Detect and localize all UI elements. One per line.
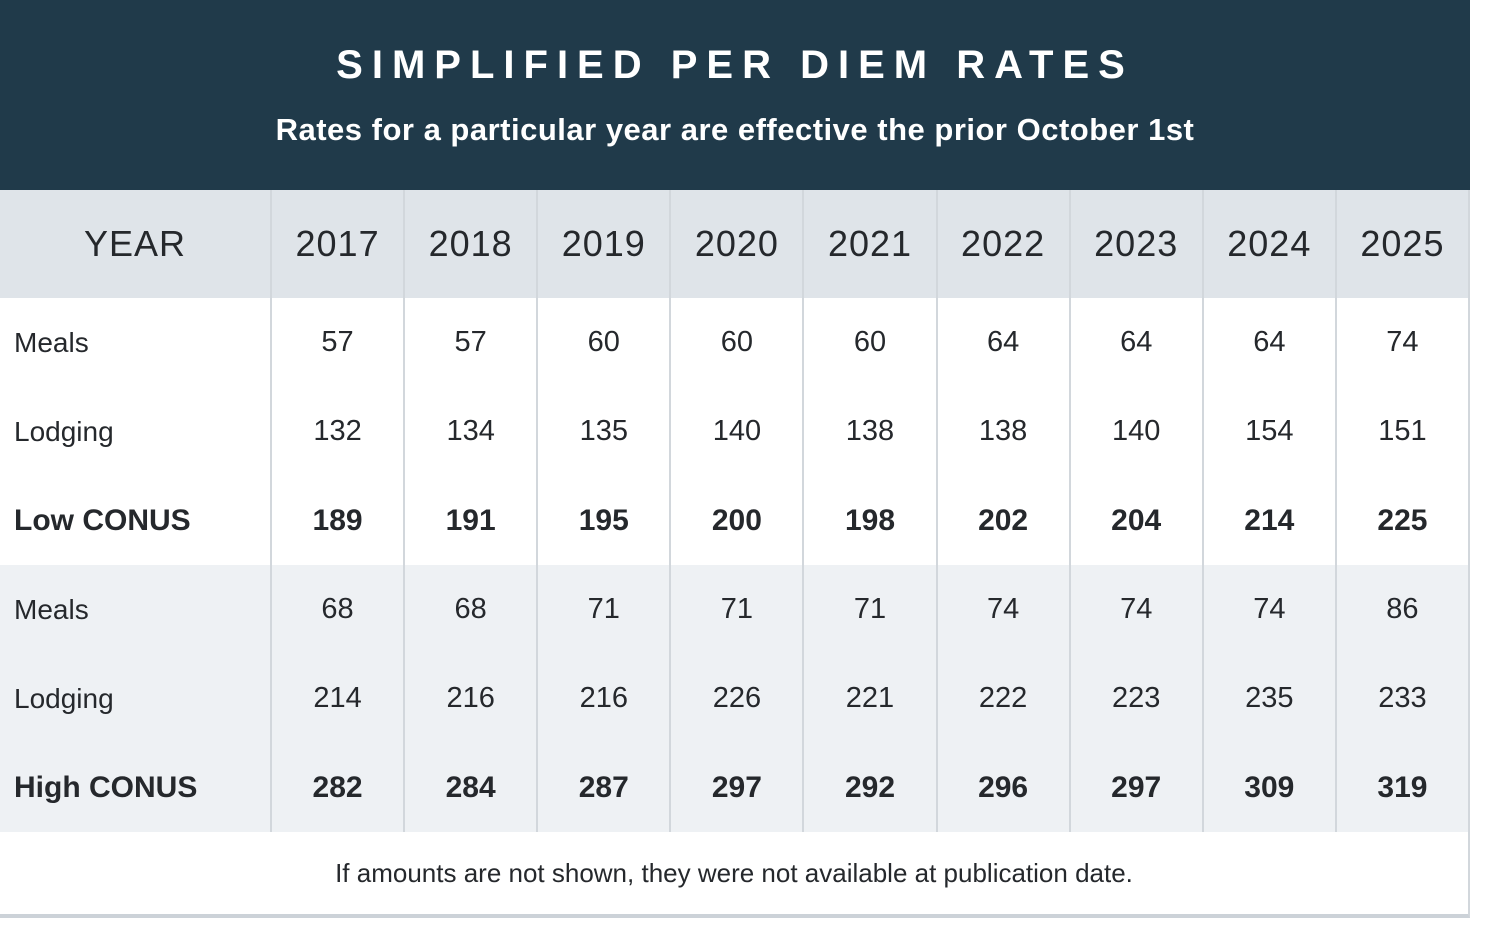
rate-cell: 319: [1334, 743, 1468, 832]
year-column-header: YEAR: [83, 223, 187, 264]
table-row-low-conus-total: Low CONUS 189 191 195 200 198 202 204 21…: [0, 476, 1468, 565]
table-row-lodging-low: Lodging 132 134 135 140 138 138 140 154 …: [0, 387, 1468, 476]
table-row-meals-high: Meals 68 68 71 71 71 74 74 74 86: [0, 565, 1468, 654]
high-conus-section: Meals 68 68 71 71 71 74 74 74 86 Lodging…: [0, 565, 1468, 832]
table-subtitle: Rates for a particular year are effectiv…: [275, 111, 1195, 147]
rate-cell: 233: [1334, 654, 1468, 743]
row-label: Lodging: [14, 682, 114, 714]
rate-cell: 140: [669, 387, 802, 476]
rate-cell: 64: [1201, 298, 1335, 387]
rate-cell: 309: [1201, 743, 1335, 832]
rate-cell: 57: [270, 298, 403, 387]
rate-cell: 292: [802, 743, 935, 832]
rate-cell: 140: [1068, 387, 1202, 476]
rate-cell: 74: [935, 565, 1069, 654]
rate-cell: 222: [935, 654, 1069, 743]
rate-cell: 204: [1068, 476, 1202, 565]
rate-cell: 226: [669, 654, 802, 743]
rate-cell: 86: [1334, 565, 1468, 654]
year-cell-2018: 2018: [403, 190, 536, 298]
row-label: Low CONUS: [14, 503, 191, 537]
year-cell-2023: 2023: [1068, 190, 1202, 298]
rate-cell: 71: [669, 565, 802, 654]
rate-cell: 195: [536, 476, 669, 565]
rate-cell: 74: [1201, 565, 1335, 654]
rate-cell: 138: [802, 387, 935, 476]
rate-cell: 287: [536, 743, 669, 832]
rate-cell: 68: [403, 565, 536, 654]
rate-cell: 154: [1201, 387, 1335, 476]
rate-cell: 74: [1068, 565, 1202, 654]
rate-cell: 297: [1068, 743, 1202, 832]
rate-cell: 135: [536, 387, 669, 476]
rate-cell: 60: [802, 298, 935, 387]
table-title: SIMPLIFIED PER DIEM RATES: [336, 42, 1134, 87]
rate-cell: 64: [935, 298, 1069, 387]
row-label: Meals: [14, 593, 89, 625]
footnote-text: If amounts are not shown, they were not …: [335, 857, 1133, 888]
rate-cell: 202: [935, 476, 1069, 565]
footnote-row: If amounts are not shown, they were not …: [0, 832, 1468, 914]
per-diem-table: SIMPLIFIED PER DIEM RATES Rates for a pa…: [0, 0, 1470, 918]
rate-cell: 200: [669, 476, 802, 565]
rate-cell: 132: [270, 387, 403, 476]
rate-cell: 191: [403, 476, 536, 565]
rate-cell: 216: [403, 654, 536, 743]
row-label: Meals: [14, 326, 89, 358]
low-conus-section: Meals 57 57 60 60 60 64 64 64 74 Lodging…: [0, 298, 1468, 565]
row-label: Lodging: [14, 415, 114, 447]
rate-cell: 214: [270, 654, 403, 743]
rate-cell: 64: [1068, 298, 1202, 387]
rate-cell: 297: [669, 743, 802, 832]
rate-cell: 296: [935, 743, 1069, 832]
rate-cell: 284: [403, 743, 536, 832]
table-row-meals-low: Meals 57 57 60 60 60 64 64 64 74: [0, 298, 1468, 387]
year-header-row: YEAR 2017 2018 2019 2020 2021 2022 2023 …: [0, 190, 1468, 298]
rate-cell: 60: [669, 298, 802, 387]
rate-cell: 68: [270, 565, 403, 654]
rate-cell: 223: [1068, 654, 1202, 743]
rate-cell: 221: [802, 654, 935, 743]
year-cell-2022: 2022: [935, 190, 1069, 298]
table-row-high-conus-total: High CONUS 282 284 287 297 292 296 297 3…: [0, 743, 1468, 832]
rate-cell: 214: [1201, 476, 1335, 565]
year-cell-2019: 2019: [536, 190, 669, 298]
table-header-banner: SIMPLIFIED PER DIEM RATES Rates for a pa…: [0, 0, 1470, 190]
rate-cell: 74: [1334, 298, 1468, 387]
year-cell-2024: 2024: [1201, 190, 1335, 298]
year-cell-2021: 2021: [802, 190, 935, 298]
rate-cell: 282: [270, 743, 403, 832]
table-row-lodging-high: Lodging 214 216 216 226 221 222 223 235 …: [0, 654, 1468, 743]
rate-cell: 60: [536, 298, 669, 387]
year-cell-2020: 2020: [669, 190, 802, 298]
table-body: YEAR 2017 2018 2019 2020 2021 2022 2023 …: [0, 190, 1470, 918]
rate-cell: 134: [403, 387, 536, 476]
rate-cell: 225: [1334, 476, 1468, 565]
rate-cell: 71: [802, 565, 935, 654]
rate-cell: 235: [1201, 654, 1335, 743]
rate-cell: 198: [802, 476, 935, 565]
rate-cell: 151: [1334, 387, 1468, 476]
rate-cell: 138: [935, 387, 1069, 476]
year-cell-2017: 2017: [270, 190, 403, 298]
rate-cell: 57: [403, 298, 536, 387]
rate-cell: 71: [536, 565, 669, 654]
row-label: High CONUS: [14, 770, 198, 804]
rate-cell: 189: [270, 476, 403, 565]
rate-cell: 216: [536, 654, 669, 743]
year-cell-2025: 2025: [1334, 190, 1468, 298]
